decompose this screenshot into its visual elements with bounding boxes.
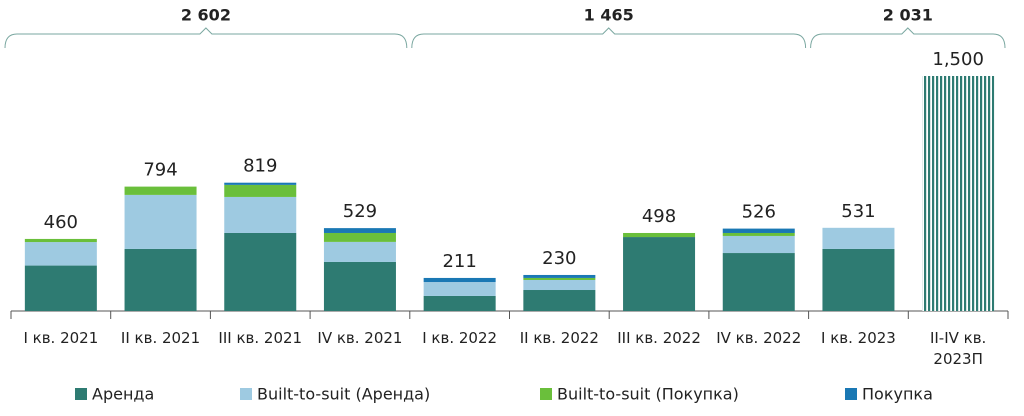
bar-segment [722, 232, 795, 236]
legend-swatch [845, 388, 857, 400]
x-tick-label: II кв. 2021 [120, 329, 201, 347]
data-label: 230 [542, 248, 576, 269]
data-label: 819 [243, 156, 277, 177]
data-label: 529 [343, 201, 377, 222]
bar-segment [423, 282, 496, 296]
group-brace [4, 27, 408, 49]
x-tick-label: I кв. 2022 [422, 329, 498, 347]
legend-swatch [240, 388, 252, 400]
bar-segment [722, 235, 795, 254]
data-label: 498 [642, 206, 676, 227]
bar-segment [423, 277, 496, 283]
legend-label: Built-to-suit (Аренда) [257, 385, 430, 404]
bar-segment [124, 248, 197, 311]
bar-segment [24, 238, 97, 243]
x-tick-label: IV кв. 2021 [317, 329, 403, 347]
data-label: 211 [442, 251, 476, 272]
bar-segment [822, 227, 895, 249]
bar-segment [623, 232, 696, 238]
bar-segment [224, 232, 297, 311]
group-brace [810, 27, 1006, 49]
bar-segment [423, 295, 496, 311]
forecast-bar [922, 76, 995, 311]
bar-segment [124, 194, 197, 249]
x-tick-label: I кв. 2023 [821, 329, 896, 347]
bar-segment [623, 237, 696, 311]
bar-segment [224, 182, 297, 185]
x-tick-label: IV кв. 2022 [716, 329, 802, 347]
legend-swatch [540, 388, 552, 400]
x-tick-label: III кв. 2021 [218, 329, 303, 347]
bar-segment [323, 241, 396, 262]
legend-label: Built-to-suit (Покупка) [557, 385, 739, 404]
bar-segment [523, 290, 596, 311]
bar-segment [323, 228, 396, 233]
bar-segment [224, 196, 297, 233]
data-label: 794 [143, 160, 177, 181]
bar-segment [523, 279, 596, 291]
x-tick-label: III кв. 2022 [617, 329, 701, 347]
bar-segment [124, 186, 197, 195]
bar-segment [24, 242, 97, 266]
bar-segment [523, 277, 596, 280]
group-brace [411, 27, 807, 49]
group-total: 2 031 [883, 6, 933, 25]
x-tick-label: II кв. 2022 [519, 329, 599, 347]
group-total: 2 602 [181, 6, 231, 25]
bar-segment [323, 232, 396, 242]
data-label: 460 [44, 212, 78, 233]
bar-segment [822, 248, 895, 311]
data-label: 526 [742, 202, 776, 223]
data-label: 531 [841, 201, 875, 222]
x-tick-label: I кв. 2021 [23, 329, 99, 347]
group-total: 1 465 [584, 6, 634, 25]
bar-segment [523, 274, 596, 278]
legend-swatch [75, 388, 87, 400]
bar-segment [224, 184, 297, 197]
data-label: 1,500 [932, 49, 984, 70]
bar-segment [722, 228, 795, 233]
bar-segment [323, 261, 396, 311]
bar-segment [722, 253, 795, 311]
x-tick-label: II-IV кв. 2023П [929, 329, 987, 368]
legend-label: Покупка [862, 385, 933, 404]
bar-segment [24, 265, 97, 311]
legend-label: Аренда [92, 385, 154, 404]
